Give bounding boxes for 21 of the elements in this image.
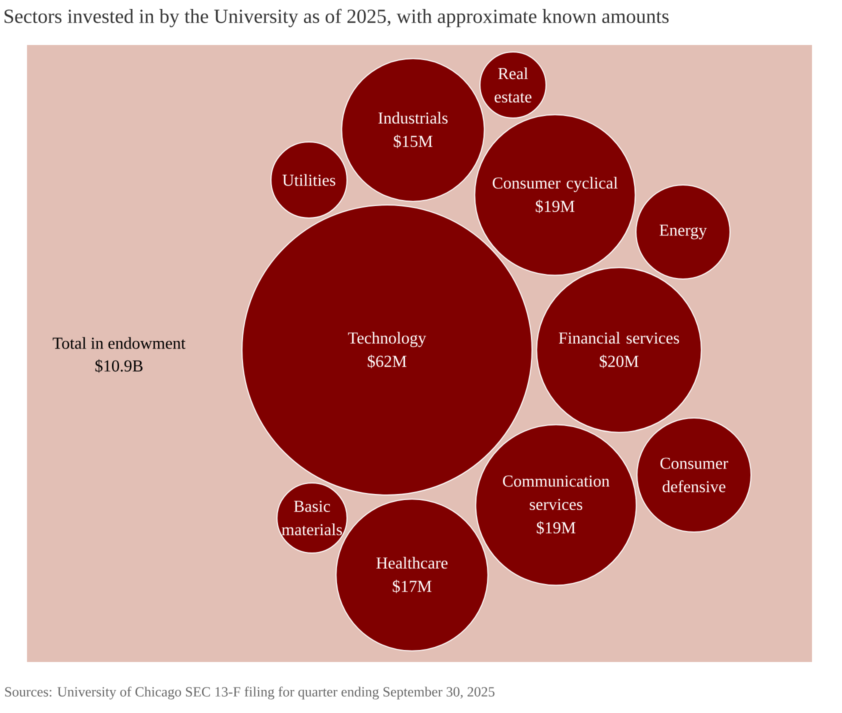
category-label: Communication services: [502, 476, 610, 510]
data-label: $20M: [600, 354, 638, 368]
source-note: Sources: University of Chicago SEC 13-F filing for quarter ending September 30, 2025: [5, 686, 494, 700]
category-label: Basic materials: [282, 500, 342, 536]
text: $10.9B: [95, 359, 143, 373]
data-label: $15M: [394, 134, 432, 148]
category-label: Healthcare: [376, 556, 448, 569]
data-label: $62M: [368, 354, 406, 368]
category-label: Technology: [348, 332, 426, 348]
category-label: Industrials: [378, 112, 448, 124]
category-label: Utilities: [282, 174, 336, 186]
category-label: Consumer defensive: [660, 458, 728, 492]
text: Total in endowment: [52, 337, 186, 349]
category-label: Financial services: [558, 332, 680, 344]
data-label: $19M: [536, 200, 574, 214]
category-label: Consumer cyclical: [492, 176, 618, 192]
data-label: $19M: [536, 521, 576, 534]
category-label: Real estate: [494, 67, 532, 103]
category-label: Energy: [660, 224, 707, 240]
data-label: $17M: [392, 580, 432, 594]
text: Sectors invested in by the University as of 2025, with approximate known amounts: [4, 8, 669, 28]
